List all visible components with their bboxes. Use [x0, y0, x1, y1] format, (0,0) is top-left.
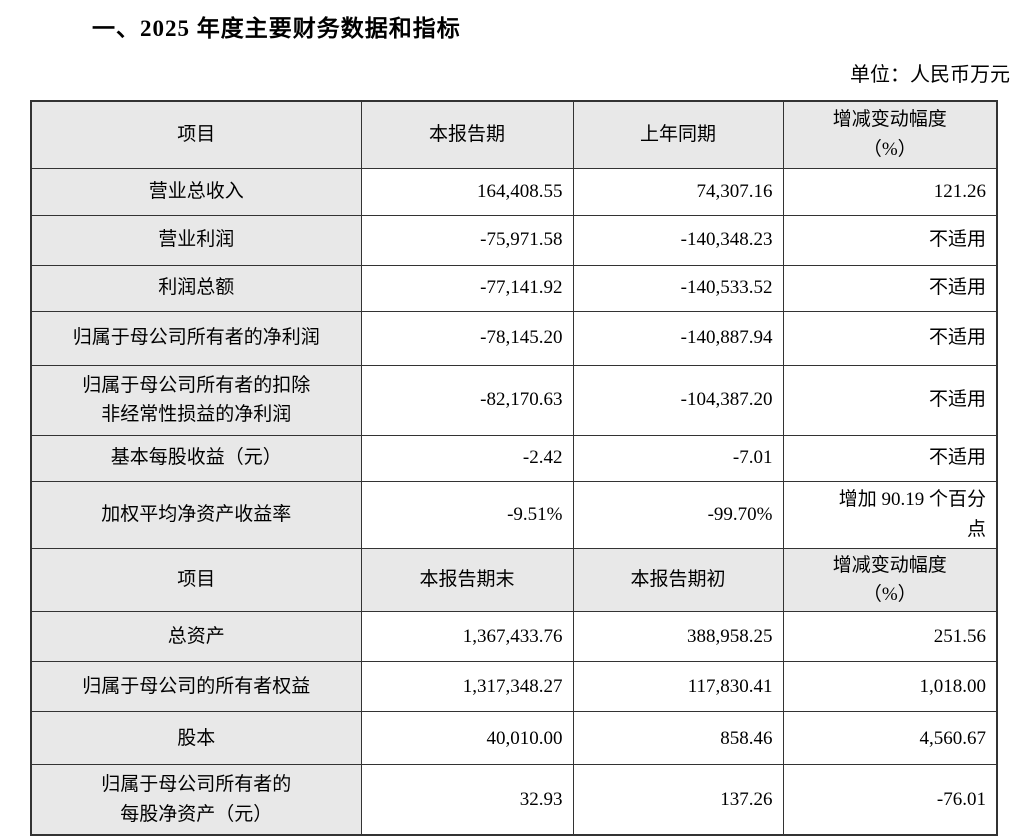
value-change: -76.01: [782, 764, 998, 836]
value-current: 164,408.55: [360, 167, 574, 216]
value-change: 121.26: [782, 167, 998, 216]
financial-data-table: 项目 本报告期 上年同期 增减变动幅度 （%） 营业总收入 164,408.55…: [30, 100, 998, 836]
table-row: 基本每股收益（元） -2.42 -7.01 不适用: [30, 434, 998, 482]
row-label: 归属于母公司所有者的净利润: [30, 310, 362, 366]
column-header-change-pct: 增减变动幅度 （%）: [782, 100, 998, 169]
table-row: 利润总额 -77,141.92 -140,533.52 不适用: [30, 264, 998, 312]
value-current: -2.42: [360, 434, 574, 482]
value-prior: -104,387.20: [572, 364, 784, 436]
value-change: 不适用: [782, 310, 998, 366]
value-period-end: 1,367,433.76: [360, 611, 574, 663]
value-period-begin: 137.26: [572, 764, 784, 836]
value-current: -9.51%: [360, 480, 574, 549]
column-header-period-begin: 本报告期初: [572, 547, 784, 613]
row-label: 总资产: [30, 611, 362, 663]
value-change: 4,560.67: [782, 711, 998, 766]
value-prior: -99.70%: [572, 480, 784, 549]
value-period-end: 32.93: [360, 764, 574, 836]
value-change: 不适用: [782, 264, 998, 312]
column-header-change-pct: 增减变动幅度 （%）: [782, 547, 998, 613]
row-label: 归属于母公司的所有者权益: [30, 661, 362, 713]
value-period-end: 40,010.00: [360, 711, 574, 766]
value-prior: -140,533.52: [572, 264, 784, 312]
value-prior: -7.01: [572, 434, 784, 482]
table-row: 总资产 1,367,433.76 388,958.25 251.56: [30, 611, 998, 663]
value-change: 251.56: [782, 611, 998, 663]
table-header-row: 项目 本报告期末 本报告期初 增减变动幅度 （%）: [30, 547, 998, 613]
table-row: 股本 40,010.00 858.46 4,560.67: [30, 711, 998, 766]
table-row: 归属于母公司所有者的 每股净资产（元） 32.93 137.26 -76.01: [30, 764, 998, 836]
table-header-row: 项目 本报告期 上年同期 增减变动幅度 （%）: [30, 100, 998, 169]
value-change: 1,018.00: [782, 661, 998, 713]
column-header-current-period: 本报告期: [360, 100, 574, 169]
row-label: 归属于母公司所有者的扣除 非经常性损益的净利润: [30, 364, 362, 436]
table-row: 营业利润 -75,971.58 -140,348.23 不适用: [30, 214, 998, 266]
row-label: 股本: [30, 711, 362, 766]
value-change: 不适用: [782, 364, 998, 436]
row-label: 营业总收入: [30, 167, 362, 216]
column-header-period-end: 本报告期末: [360, 547, 574, 613]
row-label: 利润总额: [30, 264, 362, 312]
value-current: -82,170.63: [360, 364, 574, 436]
row-label: 营业利润: [30, 214, 362, 266]
table-row: 加权平均净资产收益率 -9.51% -99.70% 增加 90.19 个百分 点: [30, 480, 998, 549]
value-prior: -140,348.23: [572, 214, 784, 266]
value-period-begin: 117,830.41: [572, 661, 784, 713]
value-change: 增加 90.19 个百分 点: [782, 480, 998, 549]
column-header-item: 项目: [30, 547, 362, 613]
table-row: 归属于母公司所有者的净利润 -78,145.20 -140,887.94 不适用: [30, 310, 998, 366]
value-current: -77,141.92: [360, 264, 574, 312]
section-title: 一、2025 年度主要财务数据和指标: [92, 16, 461, 41]
table-row: 营业总收入 164,408.55 74,307.16 121.26: [30, 167, 998, 216]
value-current: -75,971.58: [360, 214, 574, 266]
row-label: 基本每股收益（元）: [30, 434, 362, 482]
value-prior: 74,307.16: [572, 167, 784, 216]
column-header-item: 项目: [30, 100, 362, 169]
unit-note: 单位：人民币万元: [850, 64, 1010, 86]
value-period-end: 1,317,348.27: [360, 661, 574, 713]
value-period-begin: 858.46: [572, 711, 784, 766]
value-current: -78,145.20: [360, 310, 574, 366]
table-row: 归属于母公司所有者的扣除 非经常性损益的净利润 -82,170.63 -104,…: [30, 364, 998, 436]
row-label: 加权平均净资产收益率: [30, 480, 362, 549]
value-change: 不适用: [782, 434, 998, 482]
value-period-begin: 388,958.25: [572, 611, 784, 663]
row-label: 归属于母公司所有者的 每股净资产（元）: [30, 764, 362, 836]
table-row: 归属于母公司的所有者权益 1,317,348.27 117,830.41 1,0…: [30, 661, 998, 713]
value-prior: -140,887.94: [572, 310, 784, 366]
value-change: 不适用: [782, 214, 998, 266]
column-header-prior-period: 上年同期: [572, 100, 784, 169]
